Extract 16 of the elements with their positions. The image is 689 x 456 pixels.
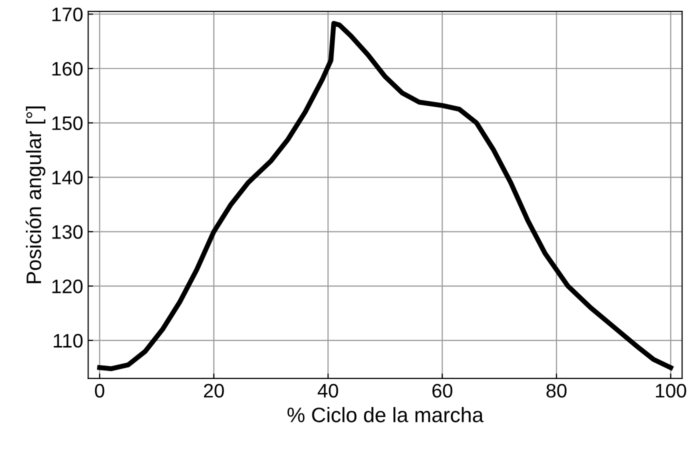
x-tick-label: 80 [546, 384, 567, 398]
x-axis-title: % Ciclo de la marcha [287, 407, 484, 422]
x-tick-label: 60 [432, 384, 452, 398]
x-tick-label: 100 [656, 384, 686, 398]
x-tick-label: 0 [94, 384, 104, 398]
y-tick-label: 150 [52, 116, 83, 130]
y-tick-label: 110 [54, 334, 83, 348]
y-tick-label: 130 [52, 225, 83, 239]
x-tick-label: 20 [204, 384, 224, 398]
y-tick-label: 160 [52, 62, 83, 76]
y-axis-title: Posición angular [°] [26, 106, 46, 284]
y-tick-label: 120 [52, 280, 83, 294]
x-tick-label: 40 [318, 384, 338, 398]
line-series [97, 20, 674, 372]
y-tick-label: 170 [52, 8, 83, 22]
y-tick-label: 140 [52, 170, 83, 185]
